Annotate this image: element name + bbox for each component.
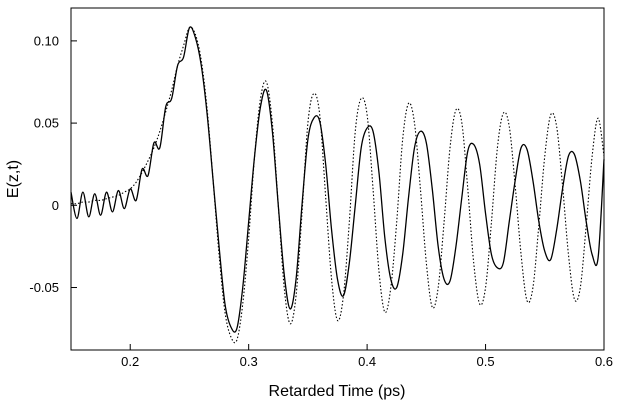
x-axis-title: Retarded Time (ps) [269, 383, 406, 400]
x-tick-label: 0.3 [240, 354, 258, 369]
dotted-series-line [70, 26, 605, 344]
x-tick-label: 0.6 [595, 354, 613, 369]
y-tick-label: 0.05 [34, 116, 59, 131]
plot-frame [70, 7, 605, 351]
y-tick-label: -0.05 [29, 280, 59, 295]
x-tick-label: 0.4 [358, 354, 376, 369]
y-axis-title: E(z,t) [5, 160, 22, 198]
x-tick-label: 0.2 [121, 354, 139, 369]
tick-group: 0.2 0.3 0.4 0.5 0.6 0.10 0.05 0 -0.05 [29, 33, 613, 369]
series-group [70, 26, 605, 344]
y-tick-label: 0.10 [34, 33, 59, 48]
y-tick-label: 0 [52, 198, 59, 213]
x-tick-label: 0.5 [477, 354, 495, 369]
solid-series-line [70, 26, 605, 333]
